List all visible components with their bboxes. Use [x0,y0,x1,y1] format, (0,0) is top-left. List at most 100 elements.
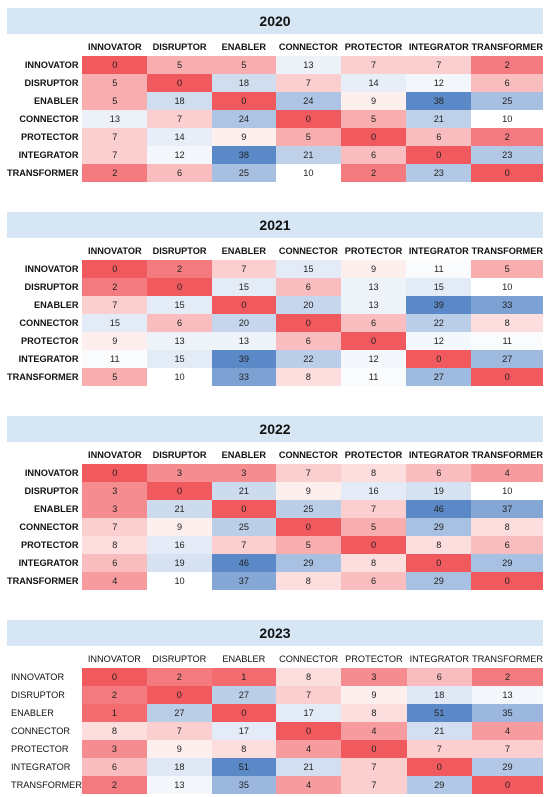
column-header: TRANSFORMER [472,654,543,664]
corner-cell [7,242,82,260]
column-header: INTEGRATOR [408,42,469,52]
heatmap-cell: 22 [275,350,341,368]
heatmap-cell: 12 [147,146,212,164]
heatmap-cell: 6 [471,74,543,92]
heatmap-cell: 29 [406,572,472,590]
column-header: TRANSFORMER [471,42,543,52]
row-header: PROTECTOR [11,744,69,754]
heatmap-cell: 7 [147,110,212,128]
heatmap-row: PROTECTOR 7 14 9 5 0 6 2 [7,128,543,146]
heatmap-cell: 24 [211,110,276,128]
heatmap-cell: 12 [406,74,472,92]
heatmap-cell: 37 [471,500,543,518]
heatmap-cell: 6 [406,464,472,482]
row-header: CONNECTOR [19,318,79,328]
heatmap-cell: 16 [341,482,407,500]
heatmap-cell: 0 [147,278,212,296]
heatmap-cell: 18 [147,92,212,110]
heatmap-cell: 1 [81,704,147,722]
heatmap-row: ENABLER 5 18 0 24 9 38 25 [7,92,543,110]
heatmap-cell: 7 [82,128,148,146]
heatmap-row: INNOVATOR 0 2 7 15 9 11 5 [7,260,543,278]
heatmap-cell: 20 [275,296,341,314]
heatmap-cell: 14 [147,128,212,146]
heatmap-cell: 5 [211,56,276,74]
heatmap-cell: 16 [147,536,212,554]
heatmap-cell: 8 [341,464,407,482]
row-header: TRANSFORMER [7,576,79,586]
heatmap-cell: 7 [341,776,407,794]
row-header: DISRUPTOR [24,486,79,496]
heatmap-cell: 6 [341,314,407,332]
heatmap-row: CONNECTOR 15 6 20 0 6 22 8 [7,314,543,332]
heatmap-row: INTEGRATOR 6 18 51 21 7 0 29 [7,758,543,776]
heatmap-cell: 5 [341,518,407,536]
row-header: INNOVATOR [24,60,79,70]
heatmap-cell: 27 [146,704,212,722]
heatmap-cell: 2 [82,164,148,182]
heatmap-row: INTEGRATOR 11 15 39 22 12 0 27 [7,350,543,368]
heatmap-cell: 7 [275,686,342,704]
heatmap-cell: 10 [471,278,543,296]
heatmap-cell: 0 [275,518,341,536]
heatmap-cell: 33 [471,296,543,314]
heatmap-cell: 5 [275,536,341,554]
heatmap-row: INNOVATOR 0 5 5 13 7 7 2 [7,56,543,74]
heatmap-cell: 6 [341,146,407,164]
heatmap-cell: 7 [275,464,341,482]
heatmap-cell: 7 [211,536,276,554]
row-header: CONNECTOR [19,114,79,124]
heatmap-cell: 13 [147,332,212,350]
column-header: CONNECTOR [279,654,339,664]
column-header: CONNECTOR [278,246,338,256]
heatmap-cell: 29 [471,554,543,572]
heatmap-row: CONNECTOR 7 9 25 0 5 29 8 [7,518,543,536]
heatmap-cell: 15 [406,278,472,296]
heatmap-cell: 6 [471,536,543,554]
heatmap-cell: 15 [275,260,341,278]
row-header: INNOVATOR [24,468,79,478]
corner-cell [7,38,82,56]
heatmap-cell: 0 [211,500,276,518]
row-header: CONNECTOR [11,726,71,736]
heatmap-cell: 25 [471,92,543,110]
row-header: PROTECTOR [20,540,79,550]
heatmap-cell: 9 [147,518,212,536]
heatmap-cell: 8 [275,668,342,686]
heatmap-cell: 11 [471,332,543,350]
heatmap-cell: 9 [146,740,212,758]
heatmap-cell: 10 [147,368,212,386]
heatmap-row: CONNECTOR 8 7 17 0 4 21 4 [7,722,543,740]
heatmap-cell: 35 [472,704,543,722]
heatmap-row: INTEGRATOR 7 12 38 21 6 0 23 [7,146,543,164]
column-header: CONNECTOR [278,450,338,460]
heatmap-cell: 3 [82,482,148,500]
heatmap-cell: 0 [341,536,407,554]
heatmap-cell: 11 [406,260,472,278]
heatmap-cell: 37 [211,572,276,590]
heatmap-row: TRANSFORMER 2 6 25 10 2 23 0 [7,164,543,182]
heatmap-cell: 7 [341,500,407,518]
heatmap-cell: 1 [211,668,276,686]
row-header: PROTECTOR [20,132,79,142]
heatmap-cell: 0 [341,740,407,758]
heatmap-cell: 6 [147,164,212,182]
heatmap-cell: 0 [147,74,212,92]
column-header: PROTECTOR [344,246,403,256]
heatmap-cell: 7 [82,518,148,536]
heatmap-cell: 18 [406,686,473,704]
heatmap-cell: 13 [146,776,212,794]
heatmap-cell: 9 [341,92,407,110]
heatmap-cell: 22 [406,314,472,332]
heatmap-cell: 0 [146,686,212,704]
heatmap-cell: 0 [341,128,407,146]
heatmap-cell: 39 [406,296,472,314]
heatmap-cell: 0 [82,260,148,278]
heatmap-cell: 6 [82,554,148,572]
heatmap-cell: 29 [406,518,472,536]
heatmap-row: CONNECTOR 13 7 24 0 5 21 10 [7,110,543,128]
heatmap-cell: 13 [341,296,407,314]
heatmap-cell: 6 [406,128,472,146]
heatmap-row: ENABLER 3 21 0 25 7 46 37 [7,500,543,518]
panel-title: 2021 [7,212,543,238]
